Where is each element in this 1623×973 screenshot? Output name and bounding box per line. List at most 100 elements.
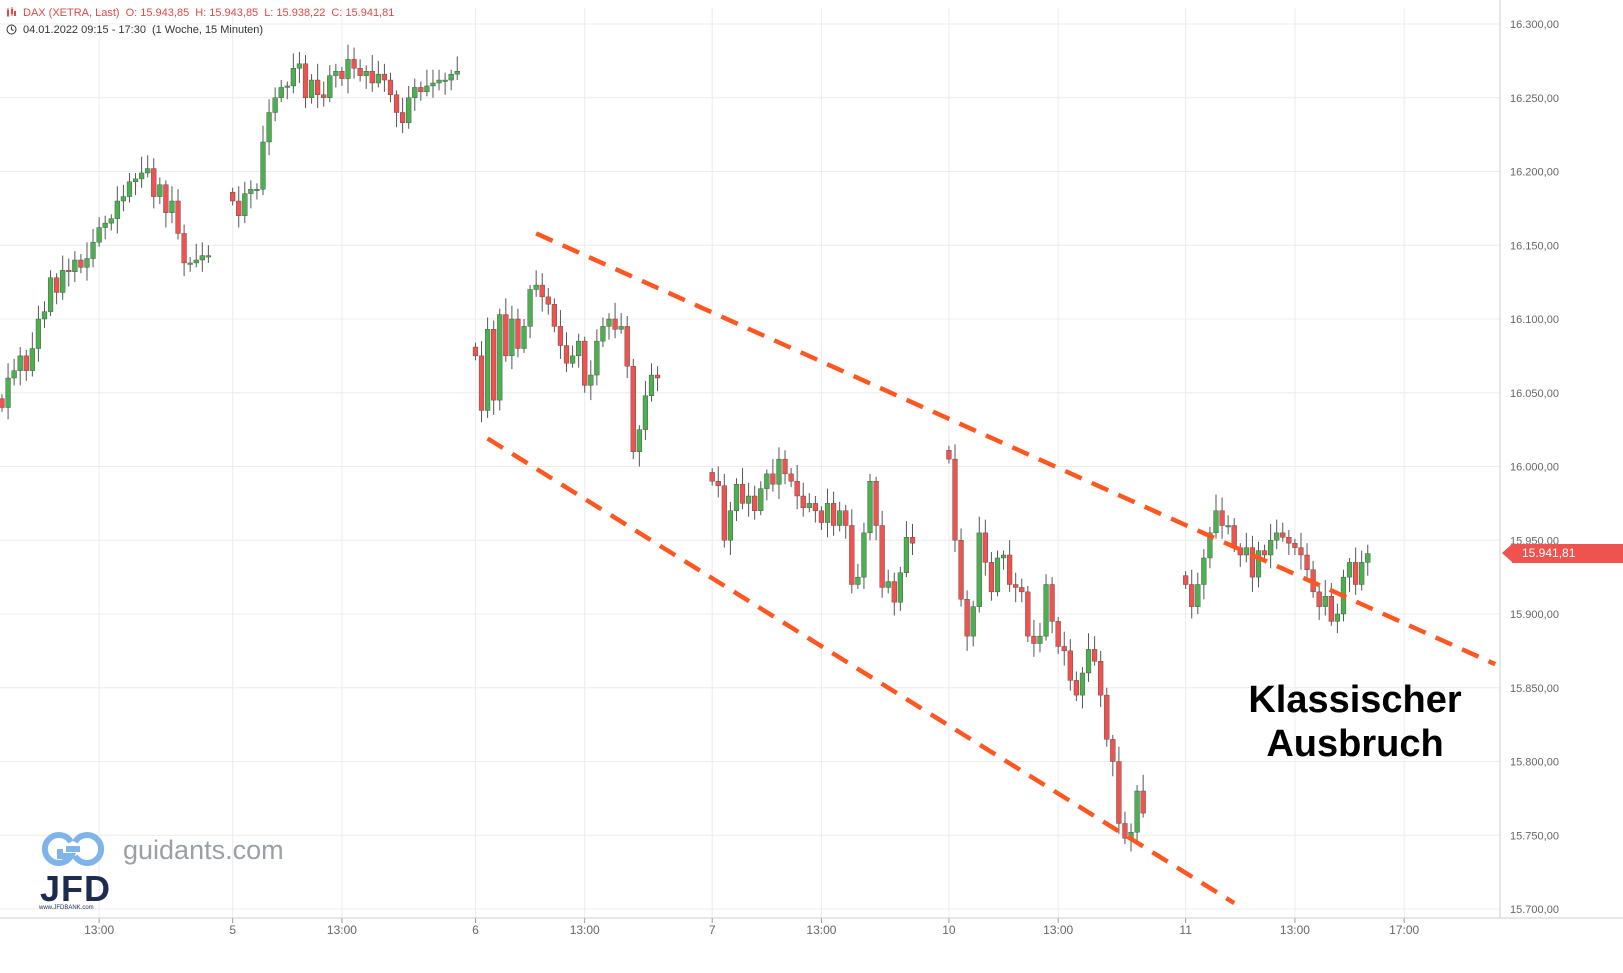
candle-body <box>837 510 843 526</box>
candle-body <box>727 510 734 541</box>
candle-body <box>824 503 831 523</box>
y-tick-label: 15.750,00 <box>1510 830 1559 842</box>
candle-body <box>23 355 29 371</box>
y-tick-label: 16.300,00 <box>1510 19 1559 31</box>
x-tick-label: 17:00 <box>1389 923 1419 937</box>
candle-body <box>1365 553 1371 563</box>
candle-body <box>1031 635 1037 644</box>
candle-body <box>806 503 812 509</box>
x-tick-label: 13:00 <box>327 923 357 937</box>
candle-body <box>321 94 327 98</box>
x-tick-label: 13:00 <box>1043 923 1073 937</box>
candle-body <box>812 503 818 511</box>
candle-body <box>193 259 199 264</box>
y-tick-label: 16.200,00 <box>1510 167 1559 179</box>
last-price-badge: 15.941,81 <box>1512 544 1623 563</box>
candle-body <box>345 59 351 79</box>
y-tick-label: 16.050,00 <box>1510 388 1559 400</box>
candle-body <box>369 70 375 84</box>
channel-line-upper <box>535 231 1497 667</box>
candle-body <box>1049 584 1055 622</box>
candle-body <box>606 318 612 327</box>
x-tick-label: 13:00 <box>1280 923 1310 937</box>
candle-body <box>588 374 594 386</box>
candle-body <box>114 200 120 219</box>
candle-body <box>988 562 995 593</box>
x-tick-label: 11 <box>1179 923 1192 937</box>
close-value: C: 15.941,81 <box>331 6 395 19</box>
guidants-site-label: guidants.com <box>123 835 284 865</box>
candle-body <box>752 495 758 511</box>
candle-body <box>1122 823 1128 839</box>
candle-body <box>1243 547 1249 556</box>
candle-body <box>897 572 903 603</box>
candle-body <box>1061 646 1067 652</box>
candle-body <box>1007 554 1013 585</box>
candle-body <box>624 326 630 367</box>
candle-body <box>333 70 339 76</box>
candle-body <box>242 193 248 216</box>
candle-body <box>157 184 163 197</box>
candle-body <box>551 304 557 327</box>
candle-body <box>776 458 782 485</box>
candle-body <box>764 473 770 489</box>
candle-body <box>509 318 515 357</box>
candle-body <box>909 537 916 544</box>
candle-body <box>424 85 430 93</box>
y-tick-label: 15.850,00 <box>1510 683 1559 695</box>
candle-body <box>84 258 90 268</box>
instrument-title: DAX (XETRA, Last) <box>23 6 120 19</box>
candle-body <box>867 481 873 534</box>
candle-body <box>272 97 278 113</box>
candle-body <box>515 318 521 349</box>
candle-body <box>654 374 661 379</box>
candle-body <box>1322 596 1328 607</box>
candle-body <box>254 188 260 191</box>
candle-body <box>491 329 497 401</box>
clock-icon <box>6 24 17 35</box>
interval-label: (1 Woche, 15 Minuten) <box>151 23 264 36</box>
jfd-url-label: www.JFDBANK.com <box>39 905 94 911</box>
candle-body <box>1116 761 1122 824</box>
candle-body <box>17 355 23 371</box>
candle-body <box>41 311 48 320</box>
candle-body <box>503 314 509 357</box>
candle-body <box>527 289 533 327</box>
candle-body <box>1085 649 1092 674</box>
candle-body <box>393 94 400 113</box>
candle-body <box>1079 672 1086 696</box>
guidants-logo-icon <box>41 832 105 866</box>
candle-body <box>521 326 527 349</box>
candle-body <box>946 450 952 460</box>
candle-body <box>648 374 655 396</box>
candle-body <box>739 484 746 504</box>
candle-body <box>1334 613 1341 622</box>
candle-body <box>454 70 460 75</box>
candle-body <box>563 345 570 364</box>
candle-body <box>1091 649 1098 662</box>
candle-body <box>284 85 290 88</box>
candle-body <box>187 262 193 265</box>
candle-body <box>1134 790 1140 833</box>
candle-body <box>1261 550 1268 556</box>
candle-body <box>1025 591 1031 637</box>
candle-body <box>151 168 157 197</box>
x-tick-label: 10 <box>942 923 956 937</box>
candle-body <box>794 481 800 497</box>
candle-body <box>855 576 861 585</box>
candle-body <box>339 70 345 79</box>
header-ohlc-row: DAX (XETRA, Last) O: 15.943,85 H: 15.943… <box>6 4 394 21</box>
candle-body <box>260 141 266 190</box>
y-tick-label: 15.700,00 <box>1510 904 1559 916</box>
candle-body <box>442 79 448 82</box>
candle-body <box>60 270 66 293</box>
candle-body <box>733 484 740 511</box>
y-tick-label: 16.100,00 <box>1510 314 1559 326</box>
candle-body <box>533 284 539 290</box>
candle-body <box>994 557 1001 593</box>
candle-body <box>1268 540 1274 556</box>
x-tick-label: 6 <box>472 923 479 937</box>
candle-body <box>903 537 910 573</box>
candle-body <box>800 495 806 509</box>
candle-body <box>72 259 78 273</box>
